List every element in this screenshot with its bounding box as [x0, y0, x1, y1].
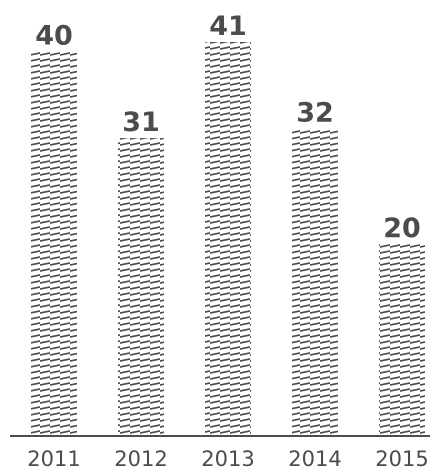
- bar-2011: [31, 51, 77, 437]
- bar-2012: [118, 138, 164, 436]
- x-tick-labels-group: 2011 2012 2013 2014 2015: [27, 447, 428, 471]
- bar-2015: [379, 243, 425, 436]
- x-tick-label-2012: 2012: [114, 447, 167, 471]
- value-label-2013: 41: [209, 11, 247, 42]
- bars-group: [31, 42, 425, 437]
- x-tick-label-2015: 2015: [375, 447, 428, 471]
- x-tick-label-2014: 2014: [288, 447, 341, 471]
- value-labels-group: 40 31 41 32 20: [35, 11, 421, 244]
- value-label-2011: 40: [35, 21, 73, 52]
- x-tick-label-2013: 2013: [201, 447, 254, 471]
- value-label-2015: 20: [383, 213, 421, 244]
- value-label-2014: 32: [296, 97, 334, 128]
- x-tick-label-2011: 2011: [27, 447, 80, 471]
- value-label-2012: 31: [122, 107, 160, 138]
- bar-2013: [205, 42, 251, 436]
- bar-2014: [292, 128, 338, 437]
